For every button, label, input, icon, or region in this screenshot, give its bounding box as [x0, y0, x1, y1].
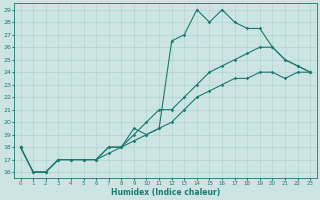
X-axis label: Humidex (Indice chaleur): Humidex (Indice chaleur) [111, 188, 220, 197]
